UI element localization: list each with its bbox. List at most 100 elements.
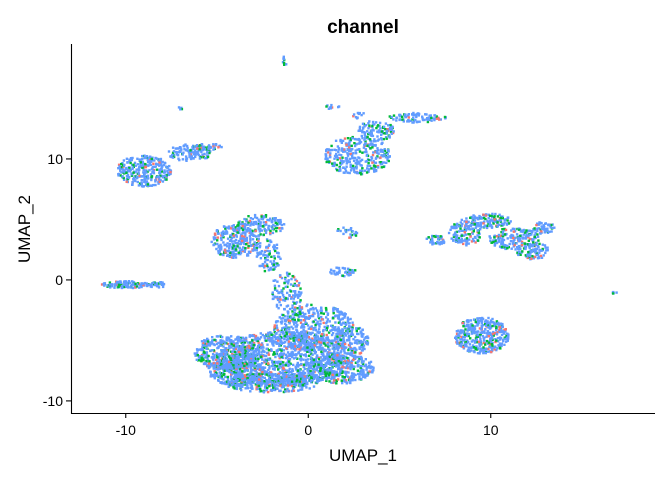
scatter-point	[324, 344, 327, 347]
scatter-point	[339, 161, 342, 165]
scatter-point	[336, 145, 340, 148]
scatter-point	[249, 379, 252, 383]
scatter-point	[274, 224, 277, 228]
scatter-point	[291, 304, 294, 307]
scatter-point	[227, 385, 230, 388]
scatter-point	[114, 282, 117, 286]
scatter-point	[373, 170, 376, 173]
scatter-point	[319, 369, 322, 372]
scatter-point	[348, 147, 351, 150]
scatter-point	[349, 341, 352, 345]
scatter-point	[380, 154, 383, 157]
scatter-point	[331, 344, 334, 347]
scatter-point	[272, 335, 275, 338]
scatter-point	[248, 358, 252, 362]
scatter-point	[309, 341, 313, 345]
scatter-point	[334, 139, 338, 142]
scatter-point	[354, 373, 357, 377]
scatter-point	[312, 385, 316, 388]
scatter-point	[216, 362, 219, 365]
scatter-point	[292, 339, 295, 342]
scatter-point	[335, 379, 338, 382]
scatter-point	[355, 158, 358, 162]
scatter-point	[233, 229, 236, 233]
scatter-point	[346, 375, 350, 378]
scatter-point	[350, 167, 353, 170]
scatter-point	[285, 336, 288, 339]
scatter-point	[344, 270, 348, 273]
scatter-point	[347, 152, 350, 156]
scatter-point	[273, 257, 276, 260]
scatter-point	[304, 353, 307, 356]
scatter-point	[288, 322, 291, 325]
scatter-point	[344, 326, 347, 330]
scatter-point	[135, 168, 138, 171]
scatter-point	[301, 386, 304, 389]
scatter-point	[234, 256, 238, 259]
scatter-point	[295, 328, 298, 331]
scatter-point	[189, 154, 192, 158]
scatter-point	[225, 369, 228, 372]
scatter-point	[258, 378, 261, 381]
scatter-point	[161, 281, 164, 284]
scatter-point	[313, 363, 317, 366]
scatter-point	[209, 341, 212, 344]
scatter-point	[266, 351, 269, 355]
scatter-point	[267, 353, 271, 356]
scatter-point	[289, 319, 292, 323]
scatter-point	[303, 382, 306, 385]
scatter-point	[382, 165, 385, 169]
scatter-point	[344, 322, 347, 326]
scatter-point	[411, 113, 414, 116]
scatter-point	[312, 327, 315, 330]
scatter-point	[212, 143, 215, 146]
scatter-point	[223, 340, 226, 343]
scatter-point	[369, 360, 373, 364]
scatter-point	[341, 330, 344, 333]
scatter-point	[307, 363, 311, 367]
scatter-point	[250, 244, 253, 247]
scatter-point	[282, 352, 286, 355]
scatter-point	[140, 185, 144, 188]
scatter-point	[220, 245, 223, 248]
scatter-point	[196, 147, 199, 150]
scatter-point	[371, 124, 374, 128]
scatter-point	[177, 147, 180, 150]
scatter-point	[120, 171, 123, 174]
scatter-point	[278, 333, 281, 336]
scatter-point	[288, 294, 291, 297]
scatter-point	[251, 358, 255, 361]
scatter-point	[267, 362, 270, 365]
scatter-point	[371, 134, 375, 138]
scatter-point	[232, 382, 235, 386]
scatter-point	[142, 171, 145, 174]
scatter-point	[336, 229, 339, 232]
scatter-point	[230, 238, 233, 241]
scatter-point	[261, 366, 265, 369]
scatter-point	[214, 374, 218, 378]
scatter-point	[284, 382, 287, 385]
scatter-point	[148, 162, 151, 165]
scatter-point	[265, 246, 268, 249]
scatter-point	[248, 241, 252, 244]
scatter-point	[384, 154, 388, 158]
scatter-point	[363, 374, 366, 378]
scatter-point	[270, 381, 273, 384]
scatter-point	[226, 375, 229, 379]
scatter-point	[247, 246, 250, 249]
scatter-point	[341, 375, 344, 378]
scatter-point	[323, 339, 327, 343]
scatter-point	[152, 169, 155, 173]
scatter-point	[283, 368, 286, 372]
scatter-point	[243, 248, 247, 251]
scatter-point	[208, 344, 212, 347]
scatter-point	[467, 227, 471, 231]
scatter-point	[294, 365, 297, 368]
scatter-point	[342, 148, 345, 151]
scatter-point	[295, 368, 298, 371]
scatter-point	[241, 362, 244, 365]
scatter-point	[295, 348, 298, 351]
scatter-point	[390, 128, 393, 131]
scatter-point	[267, 338, 271, 342]
scatter-point	[326, 318, 330, 321]
